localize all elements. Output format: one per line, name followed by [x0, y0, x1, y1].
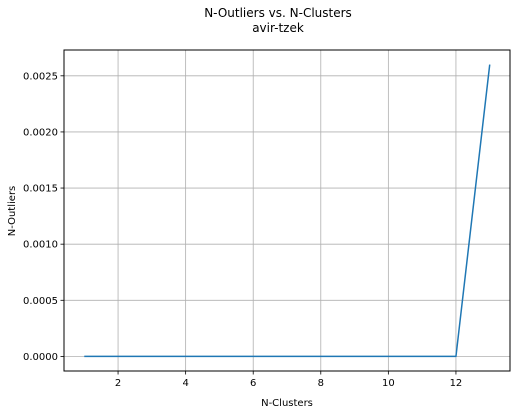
y-axis: 0.0000 0.0005 0.0010 0.0015 0.0020 0.0025	[23, 71, 64, 363]
x-tick-label: 12	[450, 378, 463, 389]
y-tick-label: 0.0000	[23, 352, 58, 363]
x-tick-label: 10	[382, 378, 395, 389]
y-axis-label: N-Outliers	[7, 186, 18, 237]
y-tick-label: 0.0015	[23, 184, 58, 195]
y-tick-label: 0.0010	[23, 240, 58, 251]
x-tick-label: 6	[250, 378, 256, 389]
y-tick-label: 0.0025	[23, 71, 58, 82]
x-tick-label: 8	[318, 378, 324, 389]
x-axis: 2 4 6 8 10 12	[115, 371, 462, 389]
plot-frame	[63, 49, 511, 372]
x-tick-label: 4	[182, 378, 188, 389]
y-tick-label: 0.0020	[23, 127, 58, 138]
x-axis-label: N-Clusters	[261, 398, 313, 409]
series-layer	[84, 64, 491, 358]
chart-subtitle: avir-tzek	[252, 21, 304, 35]
y-tick-label: 0.0005	[23, 296, 58, 307]
chart-title: N-Outliers vs. N-Clusters	[204, 6, 352, 20]
x-tick-label: 2	[115, 378, 121, 389]
